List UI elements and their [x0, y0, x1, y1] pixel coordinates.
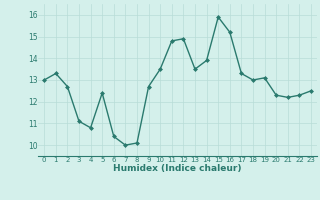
- X-axis label: Humidex (Indice chaleur): Humidex (Indice chaleur): [113, 164, 242, 173]
